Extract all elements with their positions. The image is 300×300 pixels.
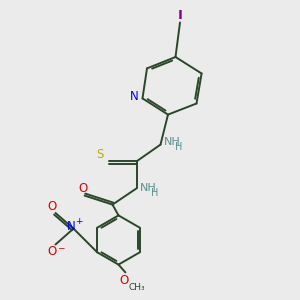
Text: O: O: [119, 274, 128, 287]
Text: S: S: [97, 148, 104, 161]
Text: NH: NH: [164, 137, 180, 147]
Text: O: O: [47, 244, 56, 258]
Text: NH: NH: [140, 183, 156, 194]
Text: H: H: [176, 142, 183, 152]
Text: N: N: [130, 90, 139, 104]
Text: H: H: [152, 188, 159, 198]
Text: +: +: [75, 218, 83, 226]
Text: N: N: [67, 220, 76, 233]
Text: O: O: [79, 182, 88, 195]
Text: CH₃: CH₃: [128, 283, 145, 292]
Text: I: I: [178, 9, 183, 22]
Text: O: O: [47, 200, 56, 213]
Text: −: −: [57, 243, 65, 252]
